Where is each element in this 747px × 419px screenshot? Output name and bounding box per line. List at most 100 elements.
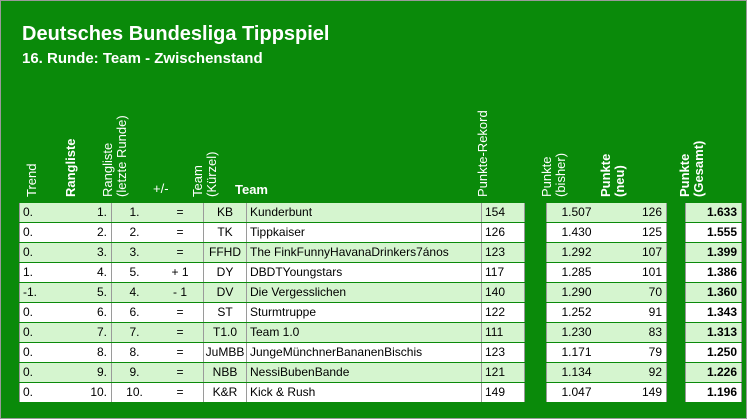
header-punkte-bisher: Punkte (bisher) xyxy=(539,152,568,197)
diff-cell: = xyxy=(157,343,203,362)
record-cell: 123 xyxy=(482,243,525,262)
last-rank-cell: 7. xyxy=(112,323,157,342)
trend-cell: 1. xyxy=(19,263,55,282)
trend-cell: 0. xyxy=(19,203,55,222)
punkte-neu-cell: 126 xyxy=(606,203,667,222)
last-rank-cell: 4. xyxy=(112,283,157,302)
punkte-gesamt-cell: 1.196 xyxy=(685,383,742,402)
record-cell: 154 xyxy=(482,203,525,222)
trend-cell: -1. xyxy=(19,283,55,302)
punkte-gesamt-cell: 1.555 xyxy=(685,223,742,242)
last-rank-cell: 3. xyxy=(112,243,157,262)
punkte-gesamt-cell: 1.226 xyxy=(685,363,742,382)
team-name-cell: The FinkFunnyHavanaDrinkers7ános xyxy=(247,243,482,262)
trend-cell: 0. xyxy=(19,383,55,402)
trend-cell: 0. xyxy=(19,243,55,262)
rank-cell: 4. xyxy=(55,263,112,282)
rank-cell: 5. xyxy=(55,283,112,302)
team-abbr-cell: TK xyxy=(203,223,247,242)
punkte-neu-cell: 149 xyxy=(606,383,667,402)
page-subtitle: 16. Runde: Team - Zwischenstand xyxy=(22,50,263,67)
punkte-gesamt-cell: 1.633 xyxy=(685,203,742,222)
record-cell: 117 xyxy=(482,263,525,282)
punkte-gesamt-cell: 1.386 xyxy=(685,263,742,282)
punkte-neu-cell: 83 xyxy=(606,323,667,342)
team-name-cell: Sturmtruppe xyxy=(247,303,482,322)
header-plusminus: +/- xyxy=(153,181,169,196)
team-name-cell: DBDTYoungstars xyxy=(247,263,482,282)
diff-cell: = xyxy=(157,303,203,322)
diff-cell: = xyxy=(157,363,203,382)
trend-cell: 0. xyxy=(19,363,55,382)
team-abbr-cell: JuMBB xyxy=(203,343,247,362)
rank-cell: 1. xyxy=(55,203,112,222)
rank-cell: 9. xyxy=(55,363,112,382)
last-rank-cell: 1. xyxy=(112,203,157,222)
team-name-cell: Die Vergesslichen xyxy=(247,283,482,302)
diff-cell: = xyxy=(157,383,203,402)
diff-cell: = xyxy=(157,323,203,342)
rank-cell: 2. xyxy=(55,223,112,242)
team-name-cell: Kunderbunt xyxy=(247,203,482,222)
punkte-bisher-cell: 1.171 xyxy=(546,343,606,362)
header-punkte-neu: Punkte (neu) xyxy=(598,153,627,197)
team-abbr-cell: ST xyxy=(203,303,247,322)
record-cell: 126 xyxy=(482,223,525,242)
punkte-bisher-cell: 1.507 xyxy=(546,203,606,222)
punkte-neu-cell: 91 xyxy=(606,303,667,322)
punkte-neu-cell: 92 xyxy=(606,363,667,382)
header-rangliste: Rangliste xyxy=(63,138,78,197)
header-punkte-gesamt: Punkte (Gesamt) xyxy=(677,140,706,197)
record-cell: 122 xyxy=(482,303,525,322)
header-team: Team xyxy=(235,182,268,197)
header-team-kuerzel: Team (Kürzel) xyxy=(190,151,219,197)
team-name-cell: Kick & Rush xyxy=(247,383,482,402)
team-abbr-cell: DY xyxy=(203,263,247,282)
last-rank-cell: 2. xyxy=(112,223,157,242)
punkte-neu-cell: 107 xyxy=(606,243,667,262)
last-rank-cell: 10. xyxy=(112,383,157,402)
punkte-neu-cell: 101 xyxy=(606,263,667,282)
punkte-bisher-cell: 1.292 xyxy=(546,243,606,262)
punkte-bisher-cell: 1.047 xyxy=(546,383,606,402)
diff-cell: - 1 xyxy=(157,283,203,302)
record-cell: 149 xyxy=(482,383,525,402)
team-abbr-cell: FFHD xyxy=(203,243,247,262)
punkte-bisher-cell: 1.230 xyxy=(546,323,606,342)
diff-cell: = xyxy=(157,203,203,222)
record-cell: 140 xyxy=(482,283,525,302)
last-rank-cell: 9. xyxy=(112,363,157,382)
punkte-gesamt-cell: 1.343 xyxy=(685,303,742,322)
punkte-bisher-cell: 1.290 xyxy=(546,283,606,302)
punkte-bisher-cell: 1.252 xyxy=(546,303,606,322)
record-cell: 111 xyxy=(482,323,525,342)
page-title: Deutsches Bundesliga Tippspiel xyxy=(22,23,330,45)
trend-cell: 0. xyxy=(19,343,55,362)
trend-cell: 0. xyxy=(19,303,55,322)
punkte-neu-cell: 70 xyxy=(606,283,667,302)
punkte-gesamt-cell: 1.313 xyxy=(685,323,742,342)
team-abbr-cell: T1.0 xyxy=(203,323,247,342)
punkte-bisher-cell: 1.430 xyxy=(546,223,606,242)
team-name-cell: JungeMünchnerBananenBischis xyxy=(247,343,482,362)
diff-cell: = xyxy=(157,243,203,262)
record-cell: 123 xyxy=(482,343,525,362)
rank-cell: 10. xyxy=(55,383,112,402)
last-rank-cell: 8. xyxy=(112,343,157,362)
header-trend: Trend xyxy=(24,163,39,197)
header-punkte-rekord: Punkte-Rekord xyxy=(475,110,490,197)
team-abbr-cell: DV xyxy=(203,283,247,302)
rank-cell: 8. xyxy=(55,343,112,362)
rank-cell: 6. xyxy=(55,303,112,322)
last-rank-cell: 5. xyxy=(112,263,157,282)
punkte-bisher-cell: 1.134 xyxy=(546,363,606,382)
punkte-gesamt-cell: 1.399 xyxy=(685,243,742,262)
rank-cell: 3. xyxy=(55,243,112,262)
record-cell: 121 xyxy=(482,363,525,382)
punkte-gesamt-cell: 1.360 xyxy=(685,283,742,302)
header-rangliste-letzte: Rangliste (letzte Runde) xyxy=(100,115,129,197)
team-name-cell: Tippkaiser xyxy=(247,223,482,242)
diff-cell: + 1 xyxy=(157,263,203,282)
team-abbr-cell: K&R xyxy=(203,383,247,402)
